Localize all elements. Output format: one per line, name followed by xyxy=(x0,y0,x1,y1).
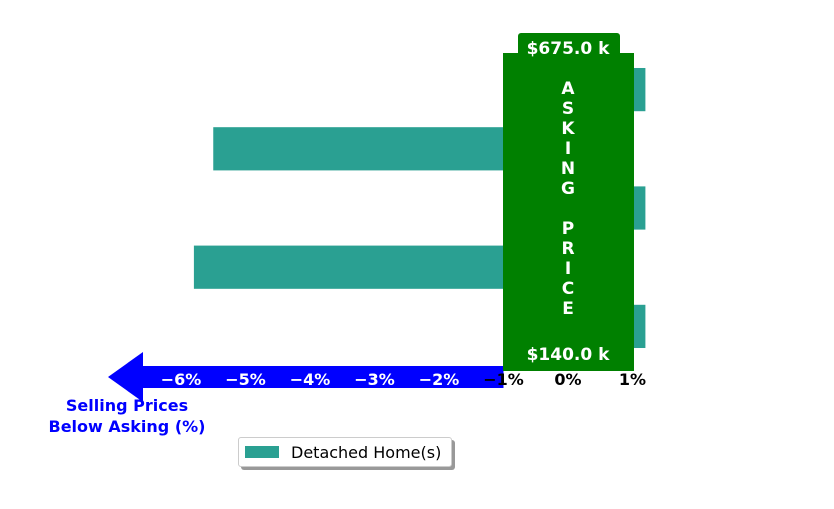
asking-box-rect xyxy=(503,53,634,371)
below-asking-arrow xyxy=(108,352,504,402)
asking-top-label: $675.0 k xyxy=(527,39,611,59)
asking-top-tag xyxy=(518,33,620,63)
x-tick-label: −5% xyxy=(225,370,266,389)
legend-label: Detached Home(s) xyxy=(291,442,442,462)
asking-bottom-tag xyxy=(518,340,620,370)
x-tick-label: −1% xyxy=(483,370,524,389)
x-tick-label: 0% xyxy=(554,370,581,389)
x-tick-label: 1% xyxy=(619,370,646,389)
arrow-shape xyxy=(108,352,504,402)
x-tick-label: −2% xyxy=(419,370,460,389)
x-axis-title-text: Selling Prices Below Asking (%) xyxy=(49,396,206,436)
x-tick-label: −4% xyxy=(290,370,331,389)
x-tick-label: −3% xyxy=(354,370,395,389)
x-tick-label: −6% xyxy=(161,370,202,389)
asking-bottom-label: $140.0 k xyxy=(527,345,611,365)
x-axis-title: Selling Prices Below Asking (%) xyxy=(49,396,206,436)
legend-swatch xyxy=(245,446,279,458)
x-tick-labels: −6% −5% −4% −3% −2% −1% 0% 1% xyxy=(161,370,646,389)
legend: Detached Home(s) xyxy=(238,437,452,467)
